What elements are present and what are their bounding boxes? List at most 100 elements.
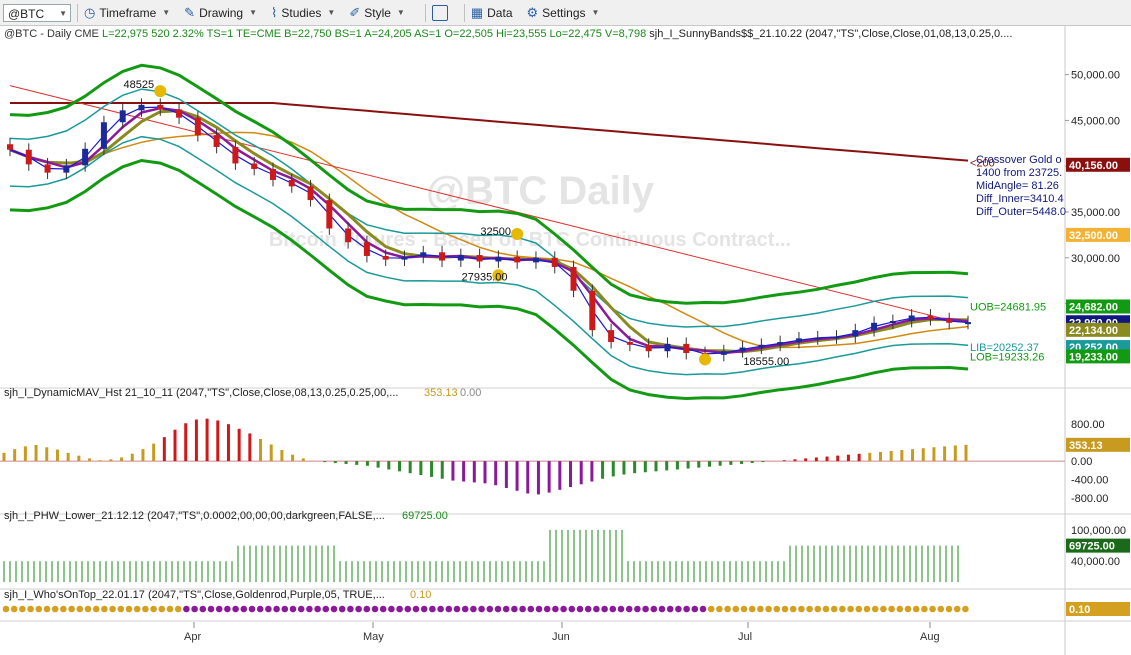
candle-body xyxy=(401,256,408,260)
signal-dot xyxy=(511,227,524,240)
chevron-down-icon[interactable]: ▼ xyxy=(59,8,67,18)
wot-dot xyxy=(863,605,871,613)
wot-dot xyxy=(822,605,830,613)
band-label: UOB=24681.95 xyxy=(970,301,1046,313)
candle-body xyxy=(739,347,746,352)
wot-dot xyxy=(76,605,84,613)
candle-body xyxy=(871,322,878,331)
candle-body xyxy=(476,255,483,262)
toolbar-divider xyxy=(463,3,465,22)
wot-dot xyxy=(830,605,838,613)
wot-dot xyxy=(765,605,772,613)
wot-dot xyxy=(330,605,338,613)
wot-dot xyxy=(781,605,789,613)
phw-tick-label: 100,000.00 xyxy=(1071,525,1126,537)
wot-dot xyxy=(215,605,223,613)
layout-icon[interactable] xyxy=(431,4,448,21)
candle-body xyxy=(251,163,258,169)
price-tick-label: 50,000.00 xyxy=(1071,70,1120,82)
wot-dot xyxy=(584,605,592,613)
crossover-info: MidAngle= 81.26 xyxy=(976,180,1059,192)
candle-body xyxy=(269,168,276,180)
settings-menu[interactable]: ⚙ Settings ▼ xyxy=(526,4,600,20)
candle-body xyxy=(664,343,671,352)
toolbar: @BTC ▼ ◷ Timeframe ▼ ✎ Drawing ▼ ⌇ Studies ▼ ✐ S… xyxy=(0,0,1131,26)
wot-dot xyxy=(453,605,461,613)
style-menu[interactable]: ✐ Style ▼ xyxy=(349,4,405,20)
gear-icon: ⚙ xyxy=(526,4,539,20)
month-label: Jul xyxy=(738,631,752,643)
candle-body xyxy=(7,144,13,150)
wot-dot xyxy=(773,605,781,613)
crossover-info: 1400 from 23725. xyxy=(976,167,1062,179)
symbol-input[interactable]: @BTC ▼ xyxy=(3,3,71,22)
wot-dot xyxy=(888,605,895,613)
mav-badge xyxy=(1066,437,1130,452)
candle-body xyxy=(532,257,539,263)
phw-title: sjh_I_PHW_Lower_21.12.12 (2047,"TS",0.00… xyxy=(4,510,385,522)
mav-tick-label: 0.00 xyxy=(1071,456,1092,468)
price-badge xyxy=(1066,227,1130,242)
candle-body xyxy=(457,255,464,261)
price-annotation: 18555.00 xyxy=(743,356,789,368)
candle-body xyxy=(946,319,953,323)
price-tick-label: 35,000.00 xyxy=(1071,207,1120,219)
price-badge xyxy=(1066,322,1130,337)
wot-dot xyxy=(470,605,477,613)
candle-body xyxy=(119,110,126,123)
data-menu[interactable]: ▦ Data xyxy=(470,4,513,20)
wot-dot xyxy=(10,605,18,613)
upper-outer-band xyxy=(9,63,969,305)
wot-dot xyxy=(691,605,699,613)
lower-inner-band xyxy=(9,135,969,376)
band-label: LIB=20252.37 xyxy=(970,342,1039,354)
signal-dot xyxy=(154,85,167,98)
mav-tick-label: -800.00 xyxy=(1071,493,1108,505)
candle-body xyxy=(608,330,615,343)
wot-dot xyxy=(35,605,43,613)
timeframe-menu[interactable]: ◷ Timeframe ▼ xyxy=(84,4,171,20)
wot-last: 0.10 xyxy=(410,589,431,601)
candle-body xyxy=(570,266,577,291)
chevron-down-icon: ▼ xyxy=(249,8,258,17)
mav-tick-label: -400.00 xyxy=(1071,475,1108,487)
wot-dot xyxy=(880,605,887,613)
toolbar-divider xyxy=(77,3,78,22)
wot-dot xyxy=(158,605,166,613)
phw-badge xyxy=(1066,538,1130,553)
price-chart[interactable]: @BTC Daily Bitcoin Futures - Based on BTC… xyxy=(0,26,1131,655)
trend-line xyxy=(9,85,950,321)
wot-dot xyxy=(338,605,346,613)
price-annotation: 27935.00 xyxy=(462,272,508,284)
wot-dot xyxy=(953,605,961,613)
candle-body xyxy=(63,165,70,173)
wot-dot xyxy=(125,605,133,613)
wot-dot xyxy=(248,605,256,613)
candle-body xyxy=(382,255,389,260)
wot-dot xyxy=(19,605,26,613)
wot-dot xyxy=(412,605,420,613)
mav-zero: 0.00 xyxy=(460,387,481,399)
studies-menu[interactable]: ⌇ Studies ▼ xyxy=(271,4,336,20)
phw-tick-label: 40,000.00 xyxy=(1071,556,1120,568)
candle-body xyxy=(194,117,201,136)
wot-dot xyxy=(420,605,428,613)
chart-header: @BTC - Daily CME L=22,975 520 2.32% TS=1… xyxy=(4,28,1012,40)
table-icon: ▦ xyxy=(470,4,484,20)
ma200-line xyxy=(10,102,969,162)
wot-dot xyxy=(552,605,559,613)
candle-body xyxy=(363,242,370,256)
wot-dot xyxy=(232,605,239,613)
price-badge xyxy=(1066,349,1130,364)
drawing-menu[interactable]: ✎ Drawing ▼ xyxy=(184,4,258,20)
clock-icon: ◷ xyxy=(84,4,96,20)
watermark-title: @BTC Daily xyxy=(426,169,655,213)
candle-body xyxy=(626,342,633,345)
candle-body xyxy=(138,104,145,111)
wot-dot xyxy=(388,605,395,613)
wot-dot xyxy=(962,605,969,613)
wot-dot xyxy=(404,605,412,613)
wot-dot xyxy=(289,605,297,613)
wot-dot xyxy=(273,605,280,613)
wot-dot xyxy=(642,605,649,613)
